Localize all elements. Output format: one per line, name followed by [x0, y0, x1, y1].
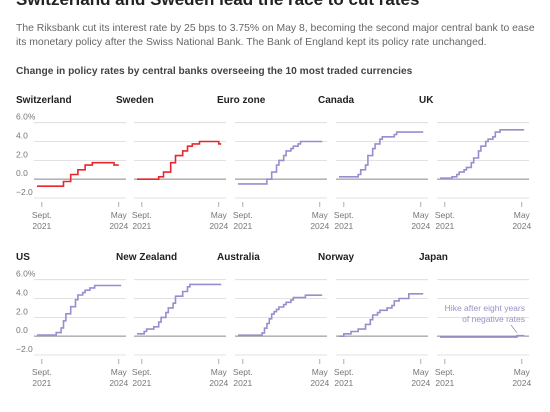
- y-tick-label: 6.0%: [16, 112, 36, 122]
- x-tick-label: 2021: [233, 221, 252, 231]
- x-tick-label: 2021: [233, 378, 252, 388]
- x-tick-label: 2021: [132, 221, 151, 231]
- series-line: [339, 293, 424, 337]
- x-tick-label: May: [111, 210, 128, 220]
- x-tick-label: Sept.: [233, 210, 253, 220]
- panel-title: Euro zone: [217, 95, 266, 106]
- y-tick-label: −2.0: [16, 344, 33, 354]
- series-line: [37, 284, 122, 336]
- y-tick-label: 6.0%: [16, 269, 36, 279]
- panel-switzerland: Switzerland 6.0% 4.0 2.0 0.0 −2.0 Sept.2021 May…: [16, 95, 129, 231]
- x-tick-label: 2024: [411, 221, 430, 231]
- x-tick-label: Sept.: [233, 367, 253, 377]
- panel-title: Norway: [318, 252, 355, 263]
- x-tick-label: 2024: [209, 378, 228, 388]
- panel-title: UK: [419, 95, 434, 106]
- x-tick-label: Sept.: [32, 210, 52, 220]
- series-line: [339, 131, 424, 178]
- x-tick-label: 2021: [334, 221, 353, 231]
- x-tick-label: 2024: [209, 221, 228, 231]
- x-tick-label: 2024: [512, 221, 531, 231]
- series-line: [238, 140, 323, 185]
- x-tick-label: Sept.: [435, 367, 455, 377]
- x-tick-label: 2021: [435, 221, 454, 231]
- x-tick-label: May: [514, 210, 531, 220]
- panel-title: Australia: [217, 252, 260, 263]
- annotation-pointer: [510, 324, 518, 333]
- y-tick-label: 4.0: [16, 131, 28, 141]
- annotation-text: of negative rates: [462, 314, 525, 324]
- y-tick-label: 0.0: [16, 168, 28, 178]
- annotation-text: Hike after eight years: [445, 303, 525, 313]
- x-tick-label: 2024: [109, 221, 128, 231]
- x-tick-label: Sept.: [435, 210, 455, 220]
- y-tick-label: 0.0: [16, 325, 28, 335]
- series-line: [238, 294, 323, 336]
- panel-title: Switzerland: [16, 95, 72, 106]
- y-tick-label: 2.0: [16, 149, 28, 159]
- x-tick-label: Sept.: [132, 210, 152, 220]
- x-tick-label: Sept.: [334, 367, 354, 377]
- x-tick-label: 2024: [310, 221, 329, 231]
- panel-title: Canada: [318, 95, 355, 106]
- x-tick-label: 2021: [32, 221, 51, 231]
- x-tick-label: May: [211, 367, 228, 377]
- y-tick-label: 4.0: [16, 288, 28, 298]
- x-tick-label: May: [413, 210, 430, 220]
- x-tick-label: 2021: [435, 378, 454, 388]
- panel-title: Japan: [419, 252, 448, 263]
- x-tick-label: 2021: [132, 378, 151, 388]
- x-tick-label: 2024: [310, 378, 329, 388]
- y-tick-label: −2.0: [16, 187, 33, 197]
- x-tick-label: 2021: [32, 378, 51, 388]
- x-tick-label: 2024: [512, 378, 531, 388]
- y-tick-label: 2.0: [16, 306, 28, 316]
- subhead: The Riksbank cut its interest rate by 25…: [16, 23, 535, 48]
- x-tick-label: Sept.: [132, 367, 152, 377]
- x-tick-label: May: [514, 367, 531, 377]
- x-tick-label: May: [111, 367, 128, 377]
- headline: Switzerland and Sweden lead the race to …: [16, 0, 419, 10]
- series-line: [37, 161, 119, 187]
- series-line: [440, 129, 525, 179]
- x-tick-label: 2024: [109, 378, 128, 388]
- series-line: [137, 140, 222, 180]
- x-tick-label: May: [211, 210, 228, 220]
- x-tick-label: May: [413, 367, 430, 377]
- series-line: [137, 283, 222, 335]
- x-tick-label: Sept.: [32, 367, 52, 377]
- chart-title: Change in policy rates by central banks …: [16, 66, 413, 77]
- x-tick-label: May: [312, 367, 329, 377]
- x-tick-label: May: [312, 210, 329, 220]
- panel-title: US: [16, 252, 30, 263]
- series-line: [440, 334, 525, 338]
- panel-title: New Zealand: [116, 252, 177, 263]
- x-tick-label: 2024: [411, 378, 430, 388]
- x-tick-label: 2021: [334, 378, 353, 388]
- x-tick-label: Sept.: [334, 210, 354, 220]
- panel-title: Sweden: [116, 95, 154, 106]
